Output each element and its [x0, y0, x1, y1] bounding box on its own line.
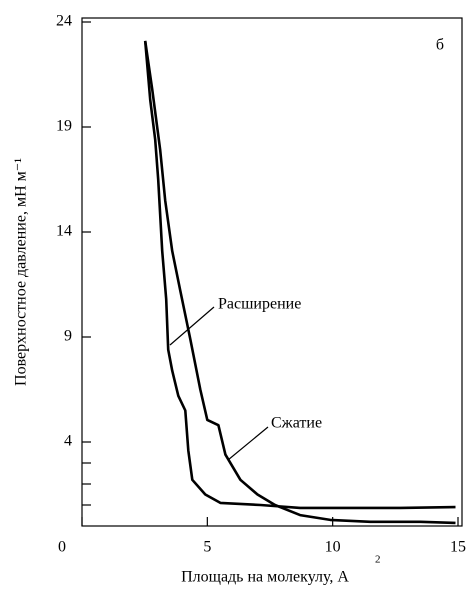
x-tick-label: 10 [325, 539, 341, 556]
y-tick-label: 9 [64, 328, 72, 345]
x-axis-label: Площадь на молекулу, А [181, 569, 349, 586]
y-tick-label: 19 [56, 118, 72, 135]
curve [143, 40, 456, 510]
y-tick-label: 4 [64, 433, 72, 450]
y-axis-label: Поверхностное давление, мН м⁻¹ [13, 158, 30, 386]
annotation: Сжатие [271, 415, 322, 432]
panel-label: б [436, 37, 444, 54]
annotation-leader [169, 306, 215, 346]
x-tick-label: 5 [203, 539, 211, 556]
annotation: Расширение [218, 296, 301, 313]
y-tick-label: 14 [56, 223, 72, 240]
curve [143, 40, 456, 525]
y-tick-label: 24 [56, 13, 72, 30]
x-tick-label: 15 [450, 539, 466, 556]
plot-frame [81, 17, 463, 527]
x-axis-label-superscript: 2 [375, 554, 381, 566]
x-tick-label: 0 [58, 539, 66, 556]
annotation-leader [227, 426, 269, 461]
